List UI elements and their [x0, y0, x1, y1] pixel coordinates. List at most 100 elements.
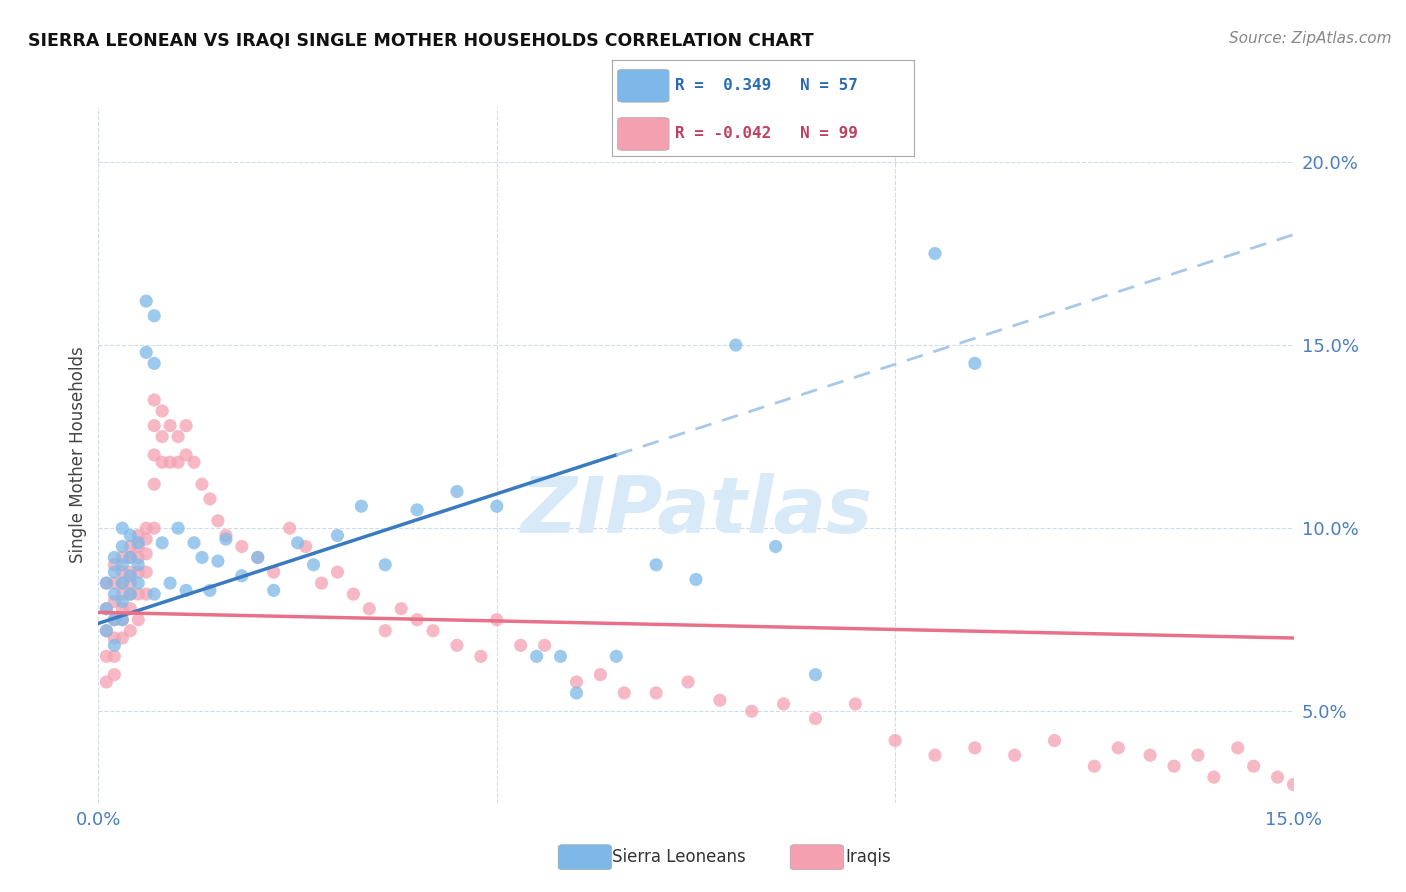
Point	[103, 613, 125, 627]
Point	[143, 521, 166, 535]
Point	[150, 536, 173, 550]
Point	[111, 594, 134, 608]
Point	[924, 748, 946, 763]
Point	[127, 528, 149, 542]
FancyBboxPatch shape	[617, 118, 669, 151]
Point	[143, 448, 166, 462]
Point	[111, 613, 134, 627]
Point	[120, 565, 142, 579]
Point	[120, 540, 142, 554]
Point	[645, 558, 668, 572]
Point	[470, 649, 492, 664]
Point	[167, 455, 190, 469]
Point	[215, 528, 238, 542]
Point	[111, 550, 134, 565]
Point	[103, 613, 125, 627]
Point	[884, 733, 907, 747]
Point	[103, 594, 125, 608]
Point	[143, 418, 166, 433]
Point	[1226, 740, 1249, 755]
Point	[772, 697, 794, 711]
Point	[1163, 759, 1185, 773]
Point	[183, 455, 205, 469]
Text: Source: ZipAtlas.com: Source: ZipAtlas.com	[1229, 31, 1392, 46]
Point	[526, 649, 548, 664]
Point	[135, 345, 157, 359]
Point	[111, 587, 134, 601]
Point	[589, 667, 612, 681]
Point	[143, 477, 166, 491]
Point	[1043, 733, 1066, 747]
Point	[111, 631, 134, 645]
Point	[446, 638, 468, 652]
Point	[191, 477, 214, 491]
Point	[1243, 759, 1265, 773]
Point	[120, 576, 142, 591]
Point	[191, 550, 214, 565]
Point	[120, 587, 142, 601]
Point	[103, 631, 125, 645]
Point	[215, 532, 238, 546]
Point	[127, 565, 149, 579]
FancyBboxPatch shape	[617, 70, 669, 103]
Text: SIERRA LEONEAN VS IRAQI SINGLE MOTHER HOUSEHOLDS CORRELATION CHART: SIERRA LEONEAN VS IRAQI SINGLE MOTHER HO…	[28, 31, 814, 49]
Text: Sierra Leoneans: Sierra Leoneans	[612, 848, 745, 866]
Point	[963, 356, 986, 370]
Point	[111, 601, 134, 615]
Point	[103, 565, 125, 579]
Point	[167, 521, 190, 535]
Point	[159, 418, 181, 433]
Point	[103, 638, 125, 652]
Point	[150, 404, 173, 418]
Point	[924, 246, 946, 260]
Point	[111, 521, 134, 535]
Point	[135, 532, 157, 546]
Point	[359, 601, 381, 615]
Point	[96, 576, 118, 591]
Text: Iraqis: Iraqis	[845, 848, 891, 866]
Point	[127, 558, 149, 572]
Point	[174, 583, 197, 598]
Point	[302, 558, 325, 572]
Point	[287, 536, 309, 550]
Point	[127, 540, 149, 554]
Point	[96, 624, 118, 638]
Point	[120, 528, 142, 542]
Point	[103, 587, 125, 601]
Point	[844, 697, 866, 711]
Point	[96, 601, 118, 615]
Point	[1107, 740, 1129, 755]
Point	[278, 521, 301, 535]
Point	[533, 638, 555, 652]
Point	[103, 558, 125, 572]
Point	[765, 540, 787, 554]
Point	[1282, 777, 1305, 791]
Point	[135, 565, 157, 579]
Point	[565, 675, 588, 690]
Point	[174, 448, 197, 462]
Point	[111, 540, 134, 554]
Point	[159, 455, 181, 469]
Point	[1187, 748, 1209, 763]
Point	[111, 558, 134, 572]
Point	[1202, 770, 1225, 784]
Point	[685, 573, 707, 587]
Point	[207, 514, 229, 528]
Point	[406, 503, 429, 517]
Point	[120, 550, 142, 565]
Point	[135, 294, 157, 309]
Point	[326, 528, 349, 542]
Point	[127, 536, 149, 550]
Point	[127, 613, 149, 627]
Point	[135, 547, 157, 561]
Point	[804, 712, 827, 726]
Point	[96, 601, 118, 615]
Point	[159, 576, 181, 591]
Point	[96, 675, 118, 690]
Point	[127, 550, 149, 565]
Y-axis label: Single Mother Households: Single Mother Households	[69, 347, 87, 563]
Point	[613, 686, 636, 700]
Text: R = -0.042   N = 99: R = -0.042 N = 99	[675, 127, 858, 142]
Point	[1004, 748, 1026, 763]
Point	[127, 576, 149, 591]
